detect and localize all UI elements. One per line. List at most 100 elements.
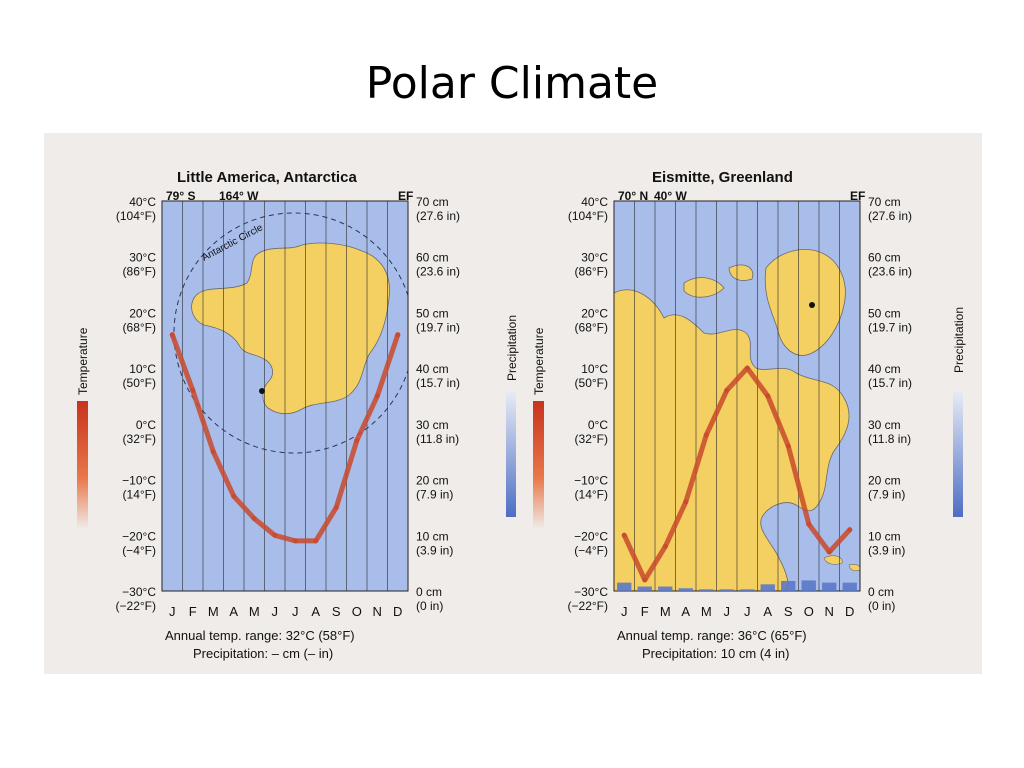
- temperature-point: [703, 432, 709, 438]
- precipitation-axis-label: Precipitation: [952, 307, 966, 373]
- month-tick-label: A: [763, 604, 772, 619]
- temperature-tick-label: −30°C: [122, 585, 156, 599]
- temperature-scale-bar: [77, 401, 88, 529]
- temperature-point: [190, 387, 196, 393]
- precipitation-tick-label: 60 cm: [868, 251, 901, 265]
- precipitation-tick-label: 0 cm: [416, 585, 442, 599]
- temperature-tick-label: 20°C: [129, 306, 156, 320]
- precipitation-tick-label: 50 cm: [868, 306, 901, 320]
- temperature-tick-label-f: (68°F): [123, 320, 156, 334]
- precipitation-tick-label: 10 cm: [868, 529, 901, 543]
- temperature-point: [374, 393, 380, 399]
- arctic-islands: [683, 264, 754, 298]
- precipitation-tick-label-in: (0 in): [416, 599, 443, 613]
- annual-temp-range: Annual temp. range: 36°C (65°F): [617, 628, 807, 643]
- antarctica-landmass: [191, 242, 390, 415]
- temperature-tick-label-f: (14°F): [123, 488, 156, 502]
- annual-temp-range: Annual temp. range: 32°C (58°F): [165, 628, 355, 643]
- precipitation-bar: [699, 589, 714, 591]
- month-tick-label: D: [393, 604, 402, 619]
- temperature-point: [333, 504, 339, 510]
- temperature-tick-label-f: (50°F): [123, 376, 156, 390]
- climate-figure: Little America, Antarctica Antarctic Cir…: [44, 133, 982, 674]
- temperature-point: [683, 499, 689, 505]
- month-tick-label: F: [641, 604, 649, 619]
- precipitation-tick-label: 20 cm: [416, 474, 449, 488]
- temperature-point: [642, 577, 648, 583]
- precipitation-bar: [719, 589, 734, 591]
- precipitation-bar: [781, 580, 796, 591]
- greenland-landmass: [764, 249, 846, 356]
- temperature-tick-label-f: (104°F): [568, 209, 608, 223]
- temperature-point: [210, 449, 216, 455]
- precipitation-bar: [637, 586, 652, 591]
- temperature-tick-label-f: (50°F): [575, 376, 608, 390]
- temperature-tick-label: 10°C: [129, 362, 156, 376]
- precipitation-total: Precipitation: 10 cm (4 in): [642, 646, 789, 661]
- chart-eismitte: Eismitte, Greenland 70° N 40° W EF 40°C(…: [532, 169, 966, 661]
- temperature-point: [169, 332, 175, 338]
- precipitation-bar: [842, 582, 857, 591]
- temperature-tick-label-f: (−4°F): [574, 543, 608, 557]
- month-tick-label: J: [621, 604, 628, 619]
- precipitation-tick-label: 0 cm: [868, 585, 894, 599]
- temperature-point: [847, 527, 853, 533]
- temperature-axis: 40°C(104°F) 30°C(86°F) 20°C(68°F) 10°C(50°F…: [568, 195, 609, 613]
- temperature-point: [662, 543, 668, 549]
- temperature-tick-label: 30°C: [581, 251, 608, 265]
- temperature-tick-label: 10°C: [581, 362, 608, 376]
- month-tick-label: J: [292, 604, 299, 619]
- temperature-axis-label: Temperature: [532, 327, 546, 395]
- temperature-point: [826, 549, 832, 555]
- precipitation-axis: 70 cm(27.6 in) 60 cm(23.6 in) 50 cm(19.7 i…: [416, 195, 460, 613]
- temperature-series-layer: [169, 332, 401, 544]
- precipitation-bar: [822, 582, 837, 591]
- temperature-tick-label-f: (104°F): [116, 209, 156, 223]
- temperature-tick-label: 0°C: [588, 418, 608, 432]
- temperature-point: [251, 516, 257, 522]
- precipitation-tick-label: 50 cm: [416, 306, 449, 320]
- temperature-point: [765, 393, 771, 399]
- north-america-map: [614, 249, 860, 591]
- temperature-tick-label-f: (32°F): [123, 432, 156, 446]
- temperature-point: [272, 532, 278, 538]
- month-tick-label: F: [189, 604, 197, 619]
- temperature-line: [169, 332, 401, 544]
- temperature-point: [292, 538, 298, 544]
- temperature-point: [621, 532, 627, 538]
- temperature-point: [354, 438, 360, 444]
- precipitation-scale-bar: [953, 391, 963, 517]
- month-tick-label: J: [724, 604, 731, 619]
- precipitation-tick-label: 40 cm: [416, 362, 449, 376]
- precipitation-tick-label-in: (27.6 in): [868, 209, 912, 223]
- precipitation-bar: [740, 589, 755, 591]
- temperature-point: [313, 538, 319, 544]
- month-tick-label: M: [660, 604, 671, 619]
- temperature-point: [806, 521, 812, 527]
- precipitation-tick-label-in: (3.9 in): [416, 543, 453, 557]
- chart-title: Eismitte, Greenland: [652, 169, 793, 186]
- precipitation-tick-label: 30 cm: [868, 418, 901, 432]
- precipitation-bar: [617, 582, 632, 591]
- temperature-tick-label-f: (−22°F): [568, 599, 608, 613]
- temperature-axis-label: Temperature: [76, 327, 90, 395]
- month-tick-label: M: [249, 604, 260, 619]
- temperature-tick-label-f: (86°F): [123, 265, 156, 279]
- temperature-tick-label-f: (−22°F): [116, 599, 156, 613]
- month-tick-label: M: [701, 604, 712, 619]
- station-latitude: 70° N: [618, 189, 648, 203]
- temperature-series-layer: [621, 365, 853, 583]
- precipitation-tick-label-in: (11.8 in): [416, 432, 459, 446]
- station-marker: [809, 302, 815, 308]
- month-tick-label: J: [169, 604, 176, 619]
- precipitation-tick-label-in: (15.7 in): [416, 376, 460, 390]
- chart-title: Little America, Antarctica: [177, 169, 357, 186]
- temperature-tick-label-f: (−4°F): [122, 543, 156, 557]
- month-tick-label: M: [208, 604, 219, 619]
- precipitation-bars-layer: [617, 580, 857, 591]
- precipitation-tick-label: 30 cm: [416, 418, 449, 432]
- month-tick-label: O: [352, 604, 362, 619]
- temperature-line: [621, 365, 853, 583]
- climate-code: EF: [850, 189, 865, 203]
- chart-frame: [161, 200, 409, 592]
